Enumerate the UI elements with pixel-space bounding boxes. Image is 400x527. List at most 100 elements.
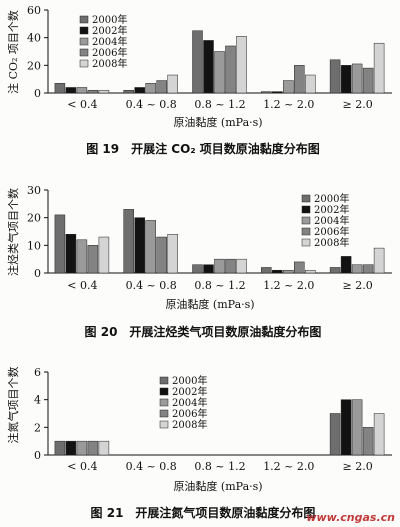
chart-hydrocarbon-bar: [225, 258, 236, 274]
chart-co2-legend-label: 2006年: [92, 46, 127, 59]
chart-hydrocarbon-category-label: 0.4 ~ 0.8: [126, 279, 177, 292]
chart-co2-bar: [145, 83, 156, 94]
chart-hydrocarbon-bar: [65, 234, 77, 274]
chart-co2-bar: [134, 87, 145, 94]
chart-nitrogen-bar: [65, 440, 77, 456]
chart-nitrogen-y-tick-label: 4: [34, 394, 41, 407]
chart-hydrocarbon-bar: [351, 264, 363, 274]
chart-hydrocarbon-bar: [87, 245, 99, 274]
chart-nitrogen-legend-label: 2006年: [172, 407, 207, 420]
chart-co2-bar: [123, 89, 134, 94]
chart-co2: 注 CO₂ 项目个数 0 20 40 60 < 0.4 0.4 ~ 0.8 0.8 ~ 1…: [6, 4, 392, 156]
chart-nitrogen-y-tick-label: 2: [34, 421, 41, 434]
chart-hydrocarbon-category-label: 1.2 ~ 2.0: [263, 279, 314, 292]
chart-co2-xlabel: 原油黏度 (mPa·s): [173, 115, 262, 129]
chart-nitrogen-bar: [373, 413, 385, 456]
chart-co2-bar: [340, 65, 352, 94]
chart-nitrogen-bar: [76, 440, 88, 456]
chart-nitrogen-legend-label: 2004年: [172, 396, 207, 409]
chart-hydrocarbon-bar: [145, 220, 156, 274]
chart-co2-category-label: 0.4 ~ 0.8: [126, 98, 177, 111]
watermark: www.cngas.cn: [306, 511, 395, 524]
chart-nitrogen-legend-swatch: [159, 387, 169, 396]
chart-hydrocarbon-bar: [373, 247, 385, 274]
chart-hydrocarbon-y-tick-label: 20: [27, 212, 41, 225]
chart-co2-y-ticks: 0 20 40 60: [27, 4, 48, 100]
chart-co2-legend-swatch: [79, 48, 89, 57]
chart-hydrocarbon-categories: < 0.4 0.4 ~ 0.8 0.8 ~ 1.2 1.2 ~ 2.0 ≥ 2.0: [67, 279, 372, 292]
chart-co2-bar: [373, 42, 385, 94]
chart-hydrocarbon-y-tick-label: 0: [34, 267, 41, 280]
chart-co2-caption: 图 19 开展注 CO₂ 项目数原油黏度分布图: [86, 141, 320, 156]
chart-nitrogen-legend-swatch: [159, 409, 169, 418]
chart-nitrogen-y-tick-label: 6: [34, 366, 41, 379]
chart-co2-legend-swatch: [79, 26, 89, 35]
chart-nitrogen-bar: [98, 440, 110, 456]
chart-nitrogen-ylabel: 注氮气项目个数: [6, 367, 20, 444]
chart-nitrogen-bar: [362, 427, 374, 456]
chart-hydrocarbon-bar: [134, 217, 145, 274]
chart-nitrogen-y-tick-label: 0: [34, 449, 41, 462]
chart-co2-bar: [225, 45, 236, 94]
chart-co2-category-label: 1.2 ~ 2.0: [263, 98, 314, 111]
chart-hydrocarbon-bars: [54, 209, 385, 274]
chart-hydrocarbon-ylabel: 注烃类气项目个数: [6, 188, 20, 276]
chart-co2-y-tick-label: 20: [27, 59, 41, 72]
chart-hydrocarbon-bar: [236, 258, 247, 274]
chart-co2-bar: [351, 63, 363, 94]
chart-hydrocarbon-y-ticks: 0 10 20 30: [27, 184, 48, 280]
chart-co2-bar: [261, 91, 272, 94]
chart-co2-bar: [167, 74, 178, 94]
chart-hydrocarbon-legend-swatch: [301, 205, 311, 214]
chart-nitrogen-legend-label: 2008年: [172, 418, 207, 431]
chart-co2-bar: [214, 51, 225, 94]
chart-co2-bar: [305, 74, 316, 94]
chart-hydrocarbon-bar: [362, 264, 374, 274]
chart-nitrogen-legend-swatch: [159, 398, 169, 407]
chart-hydrocarbon-bar: [294, 261, 305, 274]
chart-nitrogen-bar: [351, 399, 363, 456]
chart-nitrogen-bar: [340, 399, 352, 456]
chart-co2-bar: [65, 87, 77, 94]
chart-hydrocarbon-bar: [98, 236, 110, 274]
chart-hydrocarbon-legend-label: 2000年: [314, 192, 349, 205]
chart-hydrocarbon-legend-swatch: [301, 216, 311, 225]
chart-nitrogen-category-label: 0.8 ~ 1.2: [194, 460, 245, 473]
chart-co2-bar: [294, 65, 305, 94]
chart-hydrocarbon-legend-label: 2002年: [314, 203, 349, 216]
chart-hydrocarbon-bar: [272, 269, 283, 274]
chart-hydrocarbon-bar: [283, 269, 294, 274]
chart-co2-legend-label: 2004年: [92, 35, 127, 48]
chart-hydrocarbon-y-tick-label: 30: [27, 184, 41, 197]
chart-hydrocarbon-bar: [305, 269, 316, 274]
chart-hydrocarbon-bar: [329, 267, 341, 274]
chart-hydrocarbon-legend-swatch: [301, 238, 311, 247]
chart-co2-legend-swatch: [79, 59, 89, 68]
chart-hydrocarbon-category-label: ≥ 2.0: [342, 279, 372, 292]
chart-nitrogen-bar: [54, 440, 66, 456]
chart-nitrogen-legend-label: 2000年: [172, 374, 207, 387]
chart-co2-legend-label: 2002年: [92, 24, 127, 37]
chart-co2-y-tick-label: 40: [27, 32, 41, 45]
chart-nitrogen-legend-label: 2002年: [172, 385, 207, 398]
chart-co2-bar: [156, 80, 167, 94]
chart-co2-bars: [54, 30, 385, 94]
chart-hydrocarbon-legend-label: 2006年: [314, 225, 349, 238]
chart-hydrocarbon-legend-swatch: [301, 194, 311, 203]
chart-co2-bar: [283, 80, 294, 94]
chart-co2-category-label: < 0.4: [67, 98, 97, 111]
chart-co2-bar: [329, 59, 341, 94]
chart-nitrogen-legend-swatch: [159, 420, 169, 429]
chart-nitrogen: 注氮气项目个数 0 2 4 6 < 0.4 0.4 ~ 0.8 0.8 ~ 1.2 1.2 …: [6, 366, 392, 520]
chart-nitrogen-legend-swatch: [159, 376, 169, 385]
chart-hydrocarbon-category-label: < 0.4: [67, 279, 97, 292]
chart-hydrocarbon-bar: [192, 264, 203, 274]
chart-co2-y-tick-label: 0: [34, 87, 41, 100]
chart-co2-bar: [236, 36, 247, 94]
chart-hydrocarbon-bar: [203, 264, 214, 274]
chart-hydrocarbon-bar: [167, 234, 178, 274]
chart-hydrocarbon-caption: 图 20 开展注烃类气项目数原油黏度分布图: [85, 324, 322, 339]
chart-hydrocarbon-category-label: 0.8 ~ 1.2: [194, 279, 245, 292]
